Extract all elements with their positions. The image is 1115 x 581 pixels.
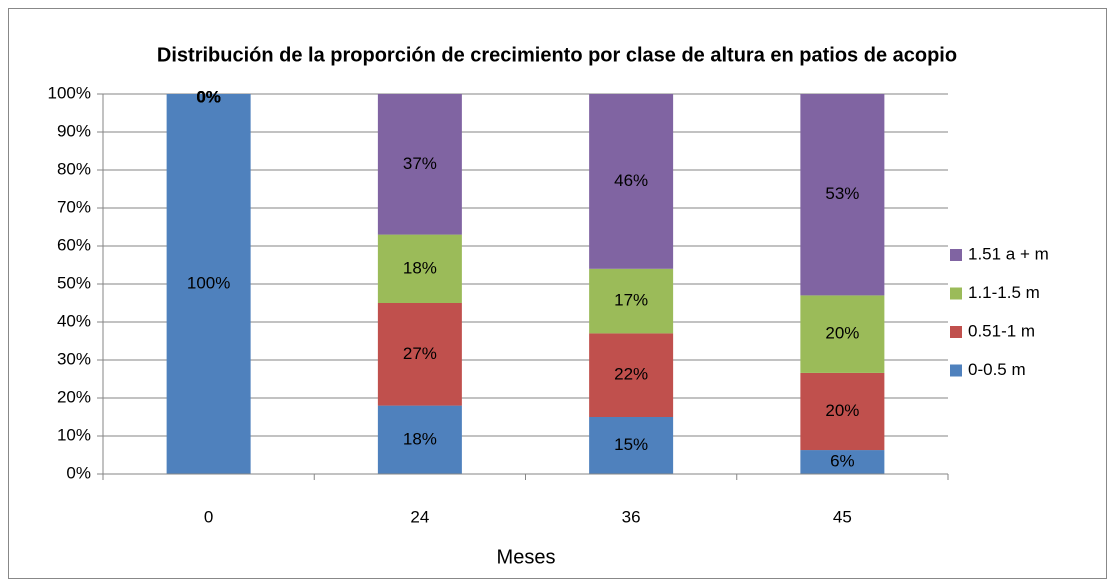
y-tick-label: 0% [66,463,91,482]
data-label: 46% [614,171,648,190]
data-label: 27% [403,344,437,363]
bar-segment [800,94,885,296]
bar-segment [589,417,674,474]
y-tick-label: 30% [57,349,91,368]
x-tick-label: 0 [204,507,213,526]
y-tick-label: 50% [57,273,91,292]
bar-segment [166,94,251,474]
legend-label: 0-0.5 m [968,360,1026,379]
data-label: 0% [196,87,221,106]
bar-segment [800,295,885,373]
bar-segment [377,94,462,235]
bar-segment [800,450,885,474]
legend-label: 1.51 a + m [968,244,1049,263]
y-tick-label: 10% [57,425,91,444]
chart-title: Distribución de la proporción de crecimi… [157,44,957,66]
y-tick-label: 40% [57,311,91,330]
legend-label: 0.51-1 m [968,321,1035,340]
x-tick-label: 36 [622,507,641,526]
legend-swatch [950,249,962,261]
y-tick-label: 60% [57,235,91,254]
data-label: 37% [403,154,437,173]
bar-segment [800,372,885,451]
bar-segment [589,268,674,334]
legend-swatch [950,364,962,377]
data-label: 53% [825,184,859,203]
data-label: 15% [614,435,648,454]
x-tick-label: 45 [833,507,852,526]
y-tick-label: 80% [57,159,91,178]
y-tick-label: 70% [57,197,91,216]
y-tick-label: 90% [57,121,91,140]
data-label: 18% [403,258,437,277]
data-label: 20% [825,401,859,420]
data-label: 6% [830,452,855,471]
x-axis-label: Meses [497,546,556,568]
data-label: 0% [196,87,221,106]
data-label: 100% [187,273,230,292]
data-label: 22% [614,365,648,384]
x-tick-label: 24 [410,507,429,526]
data-label: 17% [614,291,648,310]
legend-swatch [950,326,962,338]
y-tick-label: 20% [57,387,91,406]
data-label: 18% [403,429,437,448]
bar-segment [589,333,674,417]
data-label: 0% [196,87,221,106]
y-tick-label: 100% [48,83,91,102]
bar-segment [377,234,462,303]
bar-segment [589,94,674,269]
bar-segment [377,303,462,406]
legend-label: 1.1-1.5 m [968,283,1040,302]
legend-swatch [950,287,962,300]
bar-segment [377,405,462,474]
data-label: 20% [825,324,859,343]
